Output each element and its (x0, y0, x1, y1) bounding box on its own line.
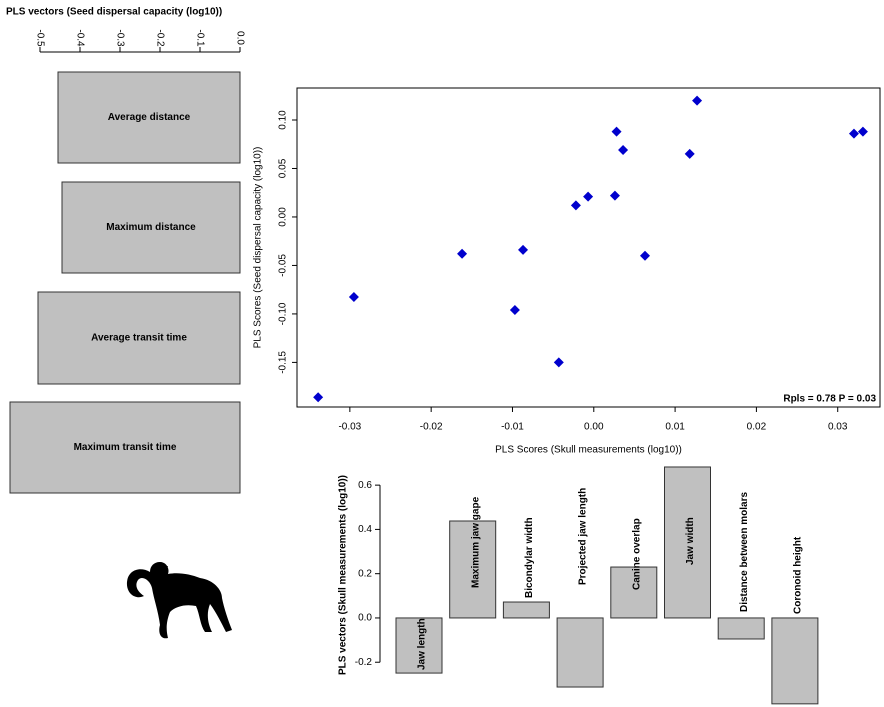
y-tick-label: 0.0 (358, 613, 372, 624)
point (849, 129, 859, 139)
y-tick-label: -0.05 (278, 254, 289, 277)
y-tick-label: -0.15 (278, 351, 289, 374)
bar-label: Jaw width (685, 517, 696, 565)
bar-label: Maximum jaw gape (470, 496, 481, 588)
point (610, 191, 620, 201)
bar-label: Projected jaw length (578, 488, 589, 585)
bar (718, 618, 764, 639)
monkey-silhouette (127, 562, 232, 638)
point (685, 149, 695, 159)
y-tick-label: -0.2 (355, 657, 373, 668)
x-tick-label: -0.4 (74, 29, 85, 47)
x-tick-label: 0.03 (828, 422, 848, 433)
plot-frame (297, 88, 880, 407)
y-tick-label: 0.4 (358, 524, 372, 535)
bar-label: Canine overlap (631, 518, 642, 590)
x-tick-label: 0.0 (234, 31, 245, 45)
point (692, 96, 702, 106)
bar-label: Maximum transit time (74, 442, 177, 453)
x-axis-title: PLS Scores (Skull measurements (log10)) (495, 445, 682, 456)
point (313, 392, 323, 402)
point (583, 192, 593, 202)
y-tick-label: 0.6 (358, 480, 372, 491)
point (612, 127, 622, 137)
bar (772, 618, 818, 704)
point (510, 305, 520, 315)
bar-label: Coronoid height (793, 536, 804, 614)
point (571, 200, 581, 210)
bar-label: Average transit time (91, 333, 187, 344)
bar-label: Maximum distance (106, 222, 196, 233)
y-tick-label: 0.05 (278, 158, 289, 178)
x-tick-label: -0.02 (420, 422, 443, 433)
y-tick-label: 0.00 (278, 207, 289, 227)
point (349, 292, 359, 302)
point (554, 357, 564, 367)
y-tick-label: 0.10 (278, 110, 289, 130)
x-tick-label: -0.2 (154, 29, 165, 47)
y-axis-title: PLS vectors (Skull measurements (log10)) (338, 475, 349, 675)
point (640, 251, 650, 261)
x-tick-label: 0.01 (665, 422, 685, 433)
chart-title: PLS vectors (Seed dispersal capacity (lo… (6, 7, 222, 18)
point (618, 145, 628, 155)
y-tick-label: 0.2 (358, 568, 372, 579)
y-tick-label: -0.10 (278, 302, 289, 325)
annotation: Rpls = 0.78 P = 0.03 (783, 394, 876, 405)
bar-label: Distance between molars (739, 492, 750, 612)
x-tick-label: -0.3 (114, 29, 125, 47)
bar-label: Jaw length (417, 618, 428, 670)
figure: PLS vectors (Seed dispersal capacity (lo… (0, 0, 884, 707)
x-tick-label: -0.01 (501, 422, 524, 433)
x-tick-label: 0.02 (747, 422, 767, 433)
x-tick-label: -0.03 (338, 422, 361, 433)
bar (503, 602, 549, 618)
point (518, 245, 528, 255)
y-axis-title: PLS Scores (Seed dispersal capacity (log… (253, 147, 264, 349)
bar (557, 618, 603, 687)
bar-label: Average distance (108, 112, 191, 123)
x-tick-label: -0.1 (194, 29, 205, 47)
point (457, 249, 467, 259)
x-tick-label: -0.5 (34, 29, 45, 47)
point (858, 127, 868, 137)
x-tick-label: 0.00 (584, 422, 604, 433)
bar-label: Bicondylar width (524, 517, 535, 598)
